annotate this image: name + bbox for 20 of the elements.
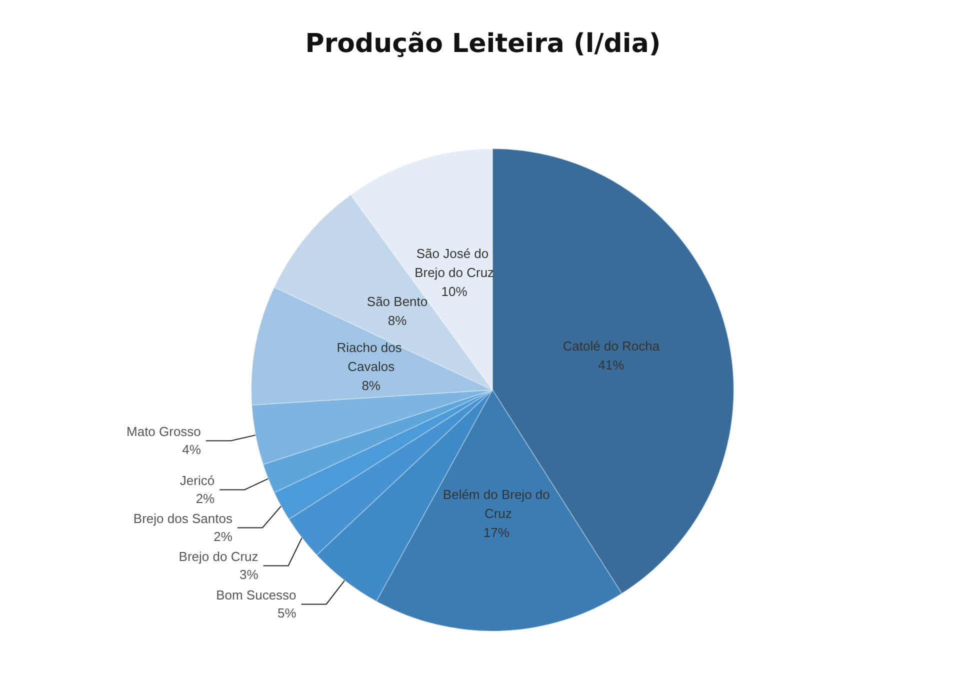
data-label: 8% (362, 378, 381, 394)
data-label: 4% (182, 442, 202, 458)
data-label: 8% (388, 313, 408, 328)
data-label: 17% (483, 524, 510, 540)
data-label: 2% (214, 529, 233, 544)
slice-label: Jericó (180, 473, 215, 488)
slice-label: Riacho dos Cavalos (336, 340, 406, 374)
chart-title: Produção Leiteira (l/dia) (305, 29, 661, 59)
slice-label: Catolé do Rocha (562, 338, 660, 354)
slice-label: Belém do Brejo do Cruz (442, 486, 550, 521)
data-label: 2% (196, 491, 216, 506)
slice-label: Brejo do Cruz (178, 549, 258, 564)
data-label: 5% (277, 606, 297, 621)
data-label: 10% (441, 284, 468, 299)
slice-label: Mato Grosso (126, 424, 201, 440)
slice-label: Bom Sucesso (216, 588, 296, 603)
slice-label: São Bento (366, 294, 428, 310)
data-label: 41% (598, 357, 625, 372)
data-label: 3% (239, 567, 259, 582)
slice-label: Brejo dos Santos (133, 511, 233, 526)
